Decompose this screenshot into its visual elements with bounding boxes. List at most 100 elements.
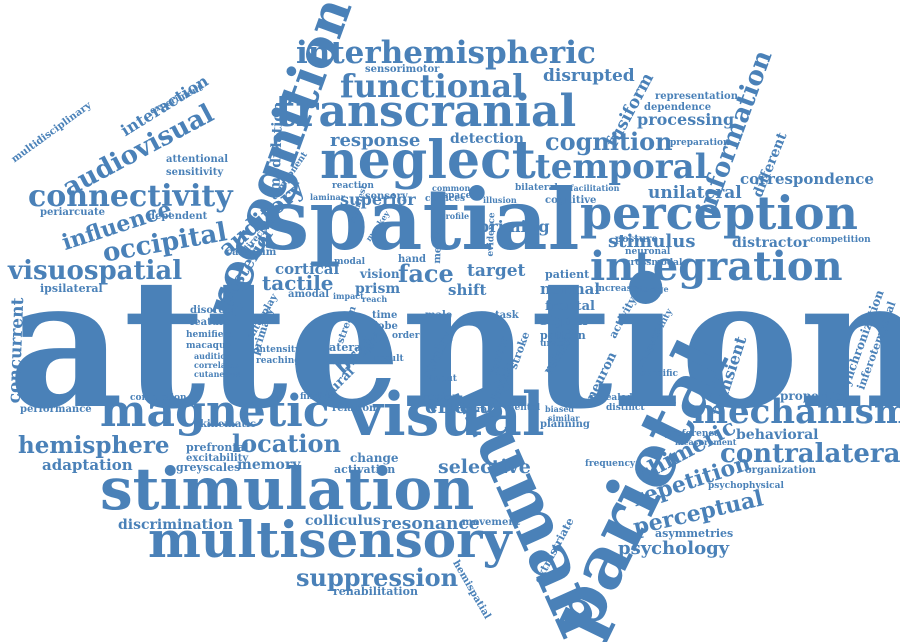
- word: reach: [362, 294, 388, 304]
- word: mental: [505, 403, 541, 413]
- word: vision: [360, 267, 400, 281]
- word: multisensory: [148, 510, 512, 569]
- word: facilitation: [570, 183, 620, 193]
- word: order: [392, 331, 420, 341]
- word: disrupted: [543, 66, 635, 86]
- word: attentional: [166, 154, 228, 165]
- word: spatial: [262, 170, 580, 269]
- word: hand: [398, 254, 427, 265]
- word: space: [443, 191, 472, 201]
- word: correspondence: [740, 170, 874, 188]
- word: illusion: [483, 195, 517, 205]
- word: amodal: [288, 289, 330, 300]
- word: memory: [237, 457, 301, 473]
- word: neglect: [320, 130, 536, 191]
- word: magnetic: [100, 386, 330, 437]
- word: ipsilateral: [40, 282, 103, 295]
- word: connectivity: [28, 179, 233, 214]
- word: rehabilitation: [333, 585, 418, 598]
- word: stimulus: [608, 231, 696, 252]
- word: psychophysical: [708, 481, 784, 491]
- word: task: [495, 310, 519, 321]
- word: planning: [540, 419, 590, 430]
- word: prism: [355, 281, 401, 297]
- word: movement: [462, 517, 521, 528]
- word: processing: [637, 110, 735, 129]
- word: periarcuate: [40, 207, 105, 218]
- word: resonance: [382, 514, 480, 534]
- word: unilateral: [648, 183, 742, 203]
- word: multidisciplinary: [9, 99, 94, 166]
- word: cutaneous: [194, 369, 241, 379]
- word: correlated: [194, 360, 241, 370]
- word: pattern: [540, 329, 586, 342]
- word: crossmodal: [625, 258, 683, 268]
- word: completion: [130, 393, 187, 403]
- word: reaction: [332, 181, 374, 191]
- word: similar: [548, 413, 580, 423]
- word: shift: [448, 281, 487, 299]
- word: median: [432, 222, 445, 264]
- word: priming: [478, 217, 550, 236]
- word: region: [423, 392, 460, 403]
- word: cortical: [275, 260, 340, 278]
- word: storage: [635, 284, 669, 294]
- word: increase: [595, 284, 638, 294]
- word: common: [432, 183, 471, 193]
- word: cortices: [425, 194, 466, 204]
- word: cognition: [545, 127, 673, 156]
- word: cognitive: [545, 195, 597, 206]
- word: normal: [540, 280, 601, 298]
- word: revealed: [590, 393, 633, 403]
- word: laminar: [310, 192, 345, 202]
- word: excitability: [186, 453, 249, 464]
- word: representation: [655, 91, 738, 102]
- word: patient: [545, 268, 590, 281]
- word: adaptation: [42, 456, 133, 474]
- word: profile: [440, 211, 470, 221]
- word: bilateral: [515, 183, 558, 193]
- word: result: [374, 354, 404, 364]
- word: impact: [333, 291, 364, 301]
- word: frequency: [585, 459, 636, 469]
- word: integration: [590, 243, 843, 290]
- word: perception: [580, 186, 858, 240]
- word: effect: [425, 394, 489, 418]
- word: detection: [450, 131, 524, 147]
- word: greyscales: [176, 461, 241, 474]
- word: superior: [340, 190, 416, 209]
- word: response: [330, 130, 421, 151]
- word: modal: [334, 257, 366, 267]
- word: properties: [780, 389, 850, 403]
- word: interhemispheric: [296, 35, 596, 71]
- word: discrimination: [118, 517, 233, 533]
- word: prefrontal: [186, 441, 249, 454]
- word: ventral: [455, 405, 491, 415]
- word: activation: [334, 463, 396, 476]
- word: specific: [640, 369, 679, 379]
- word: finding: [300, 392, 336, 402]
- word: disorder: [190, 305, 237, 316]
- word: competition: [810, 235, 871, 245]
- word: kinematic: [200, 419, 256, 430]
- word: face: [398, 259, 454, 288]
- word: unseen: [540, 339, 577, 349]
- word: evidence: [485, 212, 498, 257]
- word: frontal: [545, 299, 595, 314]
- word: tactile: [262, 271, 334, 295]
- word: sensory: [365, 191, 408, 202]
- word: time: [372, 310, 398, 321]
- word: change: [350, 451, 399, 465]
- word: concurrent: [4, 297, 29, 404]
- word: visuospatial: [8, 256, 183, 286]
- word: measurement: [675, 437, 737, 447]
- word: temporal: [535, 147, 708, 187]
- word: psychology: [618, 538, 730, 559]
- word: preference: [665, 429, 720, 439]
- word: asymmetries: [655, 527, 734, 540]
- word: reaching: [256, 356, 301, 366]
- word: male: [425, 310, 453, 321]
- word: transcranial: [275, 86, 577, 137]
- word: preparation: [670, 138, 730, 148]
- word: dependent: [148, 211, 208, 222]
